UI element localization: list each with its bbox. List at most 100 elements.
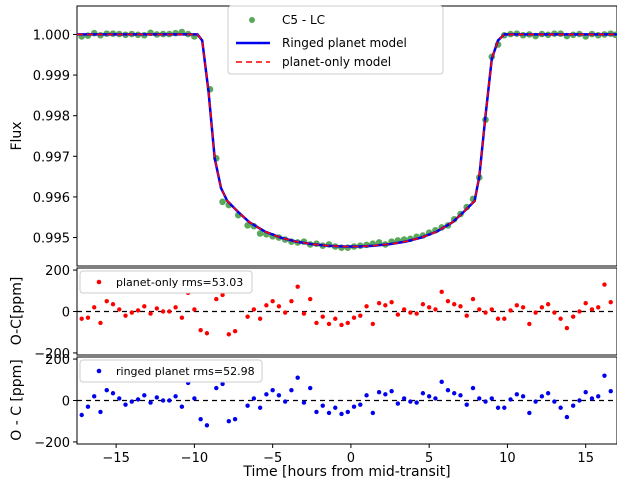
ringed-residual-point xyxy=(552,399,557,404)
ringed-residual-point xyxy=(514,392,520,397)
planet-only-residual-point xyxy=(257,316,263,321)
planet-only-residual-point xyxy=(129,310,134,315)
y-tick-label: 0 xyxy=(62,306,70,321)
legend-label-c5-lc: C5 - LC xyxy=(282,13,325,27)
planet-only-residual-point xyxy=(295,284,300,289)
ringed-residual-point xyxy=(564,414,570,420)
planet-only-residual-point xyxy=(589,307,595,312)
planet-only-residual-point xyxy=(370,321,376,327)
planet-only-residual-point xyxy=(608,299,613,305)
light-curve-y-label: Flux xyxy=(9,121,25,150)
ringed-residual-point xyxy=(364,393,369,398)
planet-only-residual-point xyxy=(198,327,203,333)
ringed-residual-point xyxy=(245,403,250,408)
planet-only-residual-point xyxy=(192,307,197,312)
ringed-residual-point xyxy=(583,390,588,395)
y-tick-label: 0.995 xyxy=(33,232,70,247)
ringed-residual-point xyxy=(602,373,607,378)
planet-only-residual-point xyxy=(539,305,545,310)
ringed-residual-point xyxy=(545,391,551,396)
planet-only-residual-point xyxy=(251,307,257,312)
legend-marker-ringed xyxy=(96,368,102,374)
ringed-residual-point xyxy=(251,396,257,401)
ringed-residuals-panel: −200 0 200 −15 −10 −5 0 5 10 15 O - C [ppm] Time… xyxy=(9,353,617,480)
ringed-residual-point xyxy=(558,405,563,410)
ringed-residual-point xyxy=(351,404,357,409)
planet-only-residual-point xyxy=(477,307,482,312)
planet-only-residual-point xyxy=(420,302,426,307)
planet-only-residual-point xyxy=(389,299,394,305)
ringed-residual-point xyxy=(439,379,444,385)
planet-only-residuals-legend: planet-only rms=53.03 xyxy=(79,270,253,294)
light-curve-legend: C5 - LC Ringed planet model planet-only … xyxy=(227,5,444,75)
ringed-residual-point xyxy=(135,397,141,402)
planet-only-residual-point xyxy=(232,328,238,334)
planet-only-residual-point xyxy=(508,308,513,313)
ringed-residual-point xyxy=(477,396,482,401)
planet-only-residual-point xyxy=(110,302,116,307)
x-tick-label: 0 xyxy=(347,451,355,466)
planet-only-residual-point xyxy=(245,314,250,319)
planet-only-residual-point xyxy=(104,298,109,304)
ringed-residual-point xyxy=(389,388,394,394)
planet-only-residual-point xyxy=(577,309,582,314)
planet-only-residual-point xyxy=(79,316,84,321)
planet-only-residual-point xyxy=(520,305,526,310)
ringed-residual-point xyxy=(395,401,401,406)
planet-only-residual-point xyxy=(464,313,469,318)
ringed-residual-point xyxy=(276,393,282,398)
planet-only-residual-point xyxy=(142,304,147,309)
c5-lc-point xyxy=(256,230,264,237)
legend-box xyxy=(79,270,253,294)
ringed-residual-point xyxy=(464,402,469,407)
planet-only-residuals-y-label: O-C[ppm] xyxy=(9,277,25,346)
planet-only-residual-point xyxy=(179,315,185,320)
planet-only-residual-point xyxy=(445,298,451,304)
planet-only-residual-point xyxy=(92,305,97,310)
legend-box xyxy=(227,5,444,75)
planet-only-residual-point xyxy=(433,307,438,312)
light-curve-y-ticks: 0.995 0.996 0.997 0.998 0.999 1.000 xyxy=(33,28,77,247)
planet-only-residual-point xyxy=(558,316,563,321)
legend-marker-c5-lc xyxy=(249,17,255,23)
ringed-residual-point xyxy=(420,391,426,396)
ringed-residual-point xyxy=(289,387,294,393)
planet-only-residual-point xyxy=(527,321,532,327)
planet-only-residual-point xyxy=(314,320,319,326)
planet-only-residual-point xyxy=(439,289,444,295)
ringed-residual-point xyxy=(232,416,238,422)
planet-only-residual-point xyxy=(426,305,432,310)
planet-only-residual-point xyxy=(583,301,588,306)
ringed-residual-point xyxy=(345,409,350,415)
planet-only-residual-point xyxy=(602,282,607,287)
ringed-residual-point xyxy=(79,412,84,418)
ringed-residual-point xyxy=(179,404,185,409)
ringed-residual-point xyxy=(117,396,122,401)
ringed-residual-point xyxy=(226,419,232,424)
planet-only-residual-point xyxy=(320,314,325,319)
light-curve-panel: 0.995 0.996 0.997 0.998 0.999 1.000 Flux C5 -… xyxy=(9,5,617,267)
planet-only-residual-point xyxy=(401,307,407,312)
planet-only-residual-point xyxy=(220,292,225,298)
legend-label-ringed-model: Ringed planet model xyxy=(282,36,407,50)
ringed-residual-point xyxy=(110,391,116,396)
x-tick-label: −5 xyxy=(263,451,282,466)
planet-only-residual-point xyxy=(276,304,282,309)
planet-only-residual-point xyxy=(408,310,413,315)
ringed-residual-point xyxy=(264,392,269,397)
ringed-residuals-y-ticks: −200 0 200 xyxy=(34,353,77,451)
ringed-residual-point xyxy=(414,400,419,405)
ringed-residual-point xyxy=(495,405,501,410)
y-tick-label: 0.997 xyxy=(33,150,70,165)
ringed-residual-point xyxy=(489,396,494,401)
ringed-residual-point xyxy=(257,405,263,410)
ringed-residual-point xyxy=(282,399,288,404)
ringed-residual-point xyxy=(376,390,382,395)
planet-only-residual-point xyxy=(514,303,520,308)
ringed-residuals-legend: ringed planet rms=52.98 xyxy=(79,359,263,383)
ringed-residual-point xyxy=(192,396,197,401)
ringed-residual-point xyxy=(483,399,488,404)
planet-only-residual-point xyxy=(204,331,210,336)
ringed-residual-point xyxy=(508,397,513,402)
planet-only-residual-point xyxy=(570,314,576,319)
